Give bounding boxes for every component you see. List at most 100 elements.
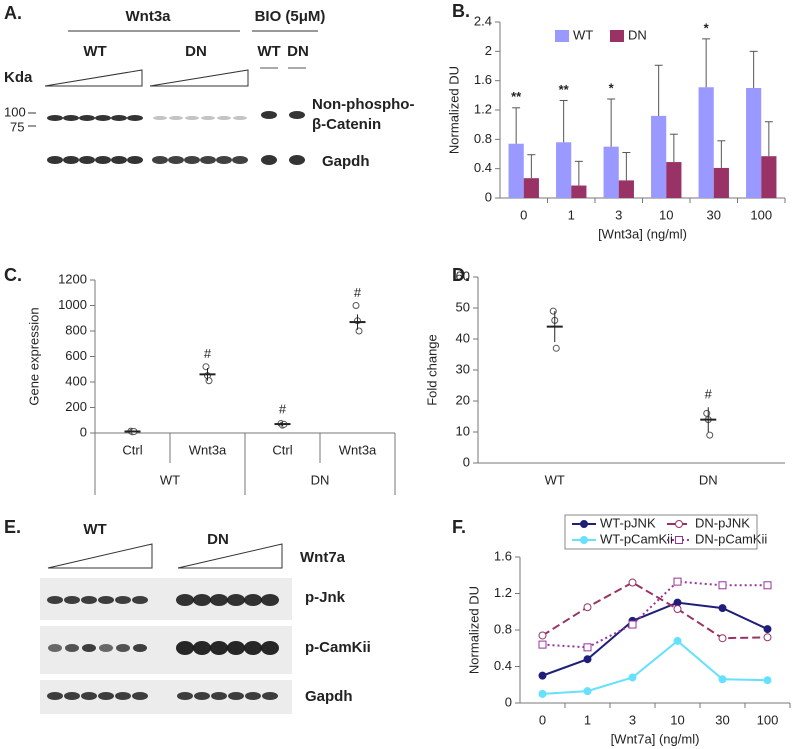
blot-band bbox=[227, 641, 245, 655]
unit-label: Kda bbox=[4, 69, 33, 86]
panel-label: E. bbox=[4, 517, 21, 537]
blot-band bbox=[169, 116, 183, 120]
data-point bbox=[355, 327, 363, 335]
blot-band bbox=[81, 596, 97, 604]
data-point bbox=[703, 409, 711, 417]
y-tick-label: 400 bbox=[65, 373, 87, 388]
blot-band bbox=[261, 155, 277, 165]
band-label: Non-phospho- bbox=[312, 96, 414, 113]
x-axis-label: [Wnt3a] (ng/ml) bbox=[598, 226, 687, 241]
data-point bbox=[763, 581, 772, 590]
blot-band bbox=[289, 155, 305, 165]
y-axis-label: Normalized DU bbox=[446, 66, 461, 154]
data-point bbox=[583, 687, 592, 696]
y-axis-label: Fold change bbox=[424, 334, 439, 406]
data-point bbox=[628, 620, 637, 629]
treatment-label: Wnt7a bbox=[300, 549, 346, 566]
y-tick-label: 0.4 bbox=[474, 160, 492, 175]
marker-label: 75 bbox=[10, 119, 24, 134]
annotation: # bbox=[354, 285, 362, 300]
blot-band bbox=[244, 594, 262, 606]
blot-band bbox=[111, 115, 127, 121]
y-tick-label: 30 bbox=[456, 361, 470, 376]
legend-label: WT bbox=[573, 27, 593, 42]
data-point bbox=[718, 675, 727, 684]
marker-label: 100 bbox=[4, 104, 26, 119]
blot-band bbox=[47, 692, 63, 700]
y-tick-label: 0.4 bbox=[494, 658, 512, 673]
data-point bbox=[202, 363, 210, 371]
panel-label: C. bbox=[4, 265, 22, 285]
data-point bbox=[763, 633, 772, 642]
data-point bbox=[549, 307, 557, 315]
band-label: Gapdh bbox=[305, 688, 353, 705]
blot-band bbox=[152, 156, 168, 164]
blot-band bbox=[132, 692, 148, 700]
blot-band bbox=[194, 692, 210, 700]
bio-label: BIO (5μM) bbox=[255, 8, 326, 25]
blot-band bbox=[210, 594, 228, 606]
bar bbox=[746, 88, 762, 198]
legend-label: DN-pCamKii bbox=[695, 531, 767, 546]
blot-band bbox=[127, 115, 143, 121]
y-axis-label: Gene expression bbox=[26, 307, 41, 405]
blot-band bbox=[47, 156, 63, 164]
blot-band bbox=[228, 692, 244, 700]
data-point bbox=[673, 605, 682, 614]
group-label: DN bbox=[185, 43, 207, 60]
blot-band bbox=[217, 116, 231, 120]
blot-band bbox=[115, 692, 131, 700]
legend-marker bbox=[580, 520, 588, 528]
blot-band bbox=[81, 692, 97, 700]
y-tick-label: 800 bbox=[65, 322, 87, 337]
bar bbox=[571, 185, 587, 198]
group-label: DN bbox=[311, 472, 330, 487]
x-tick-label: 3 bbox=[615, 207, 622, 222]
bar bbox=[618, 180, 634, 198]
y-tick-label: 0 bbox=[485, 189, 492, 204]
legend-swatch bbox=[610, 30, 624, 42]
blot-band bbox=[99, 644, 113, 652]
x-tick-label: 0 bbox=[520, 207, 527, 222]
annotation: # bbox=[279, 402, 287, 417]
line-series bbox=[542, 639, 768, 695]
group-label: DN bbox=[207, 531, 229, 548]
x-tick-label: 100 bbox=[757, 712, 779, 727]
blot-band bbox=[82, 644, 96, 652]
y-tick-label: 10 bbox=[456, 423, 470, 438]
blot-band bbox=[185, 116, 199, 120]
legend-label: WT-pCamKii bbox=[600, 531, 673, 546]
y-tick-label: 200 bbox=[65, 399, 87, 414]
data-point bbox=[673, 577, 682, 586]
x-tick-label: 10 bbox=[659, 207, 673, 222]
band-label: p-CamKii bbox=[305, 639, 371, 656]
group-label: WT bbox=[83, 43, 106, 60]
group-label: WT bbox=[257, 43, 280, 60]
legend-marker bbox=[675, 520, 683, 528]
blot-band bbox=[176, 641, 194, 655]
annotation: ** bbox=[559, 82, 570, 97]
data-point bbox=[763, 625, 772, 634]
data-point bbox=[718, 604, 727, 613]
blot-band bbox=[133, 644, 147, 652]
x-tick-label: 3 bbox=[629, 712, 636, 727]
blot-band bbox=[184, 156, 200, 164]
x-tick-label: DN bbox=[699, 472, 718, 487]
panel-label: B. bbox=[452, 1, 470, 21]
data-point bbox=[538, 631, 547, 640]
y-tick-label: 40 bbox=[456, 330, 470, 345]
data-point bbox=[538, 640, 547, 649]
y-tick-label: 1000 bbox=[58, 297, 87, 312]
y-tick-label: 1200 bbox=[58, 271, 87, 286]
x-tick-label: Ctrl bbox=[122, 442, 142, 457]
x-tick-label: WT bbox=[545, 472, 565, 487]
blot-band bbox=[177, 692, 193, 700]
y-tick-label: 0 bbox=[505, 694, 512, 709]
annotation: * bbox=[704, 20, 710, 35]
y-tick-label: 50 bbox=[456, 299, 470, 314]
gradient-wedge bbox=[47, 543, 153, 569]
x-axis-label: [Wnt7a] (ng/ml) bbox=[611, 731, 700, 746]
blot-band bbox=[116, 644, 130, 652]
bar bbox=[666, 162, 682, 198]
